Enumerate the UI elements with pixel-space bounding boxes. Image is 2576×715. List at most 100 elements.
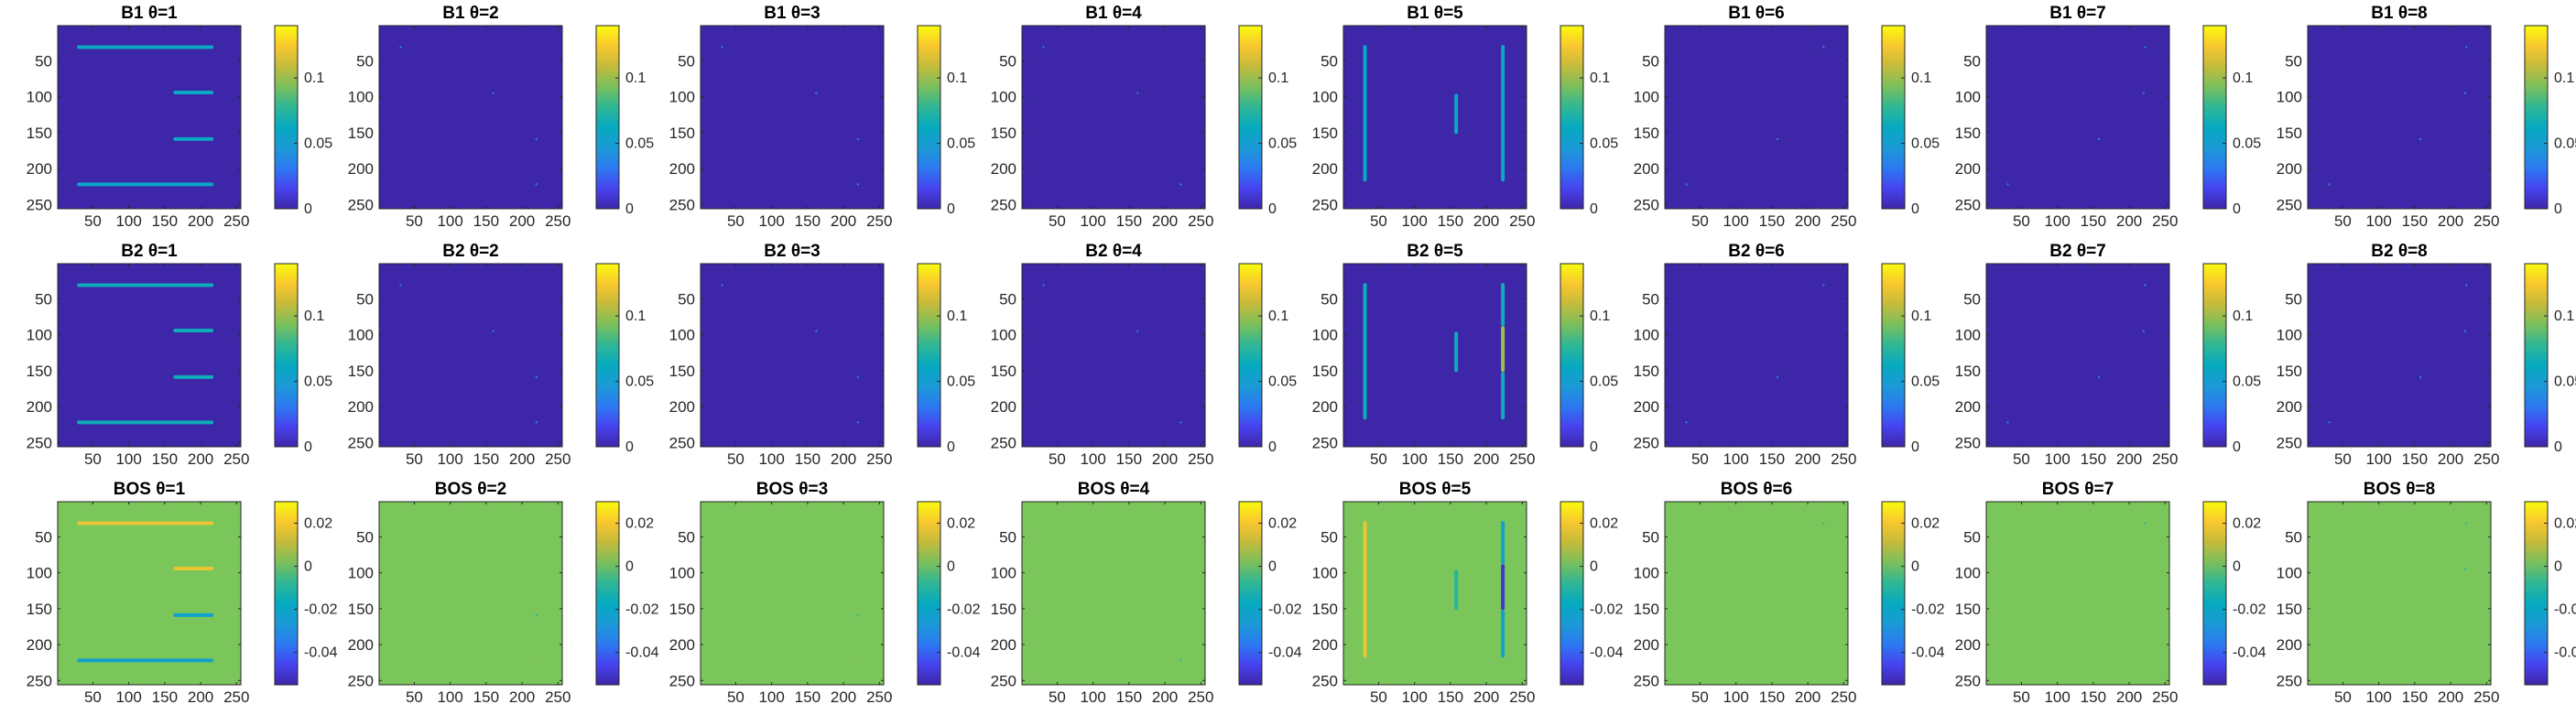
point-feature <box>721 284 723 287</box>
point-feature <box>1777 375 1779 378</box>
line-feature <box>1501 564 1505 611</box>
x-tick-label: 250 <box>1831 450 1856 468</box>
subplot-18: BOS θ=2 50 100 150 200 250 50 100 150 200 250 -0.04… <box>348 480 659 706</box>
x-tick-label: 250 <box>1831 212 1856 230</box>
heatmap-image <box>1986 264 2169 447</box>
point-feature <box>2142 92 2145 94</box>
point-feature <box>2142 330 2145 332</box>
y-tick-label: 100 <box>348 89 374 106</box>
y-tick-label: 200 <box>1955 398 1981 416</box>
point-feature <box>1685 421 1688 424</box>
colorbar-tick-label: 0.02 <box>1590 516 1618 532</box>
colorbar-tick-label: -0.04 <box>947 645 981 661</box>
axes-box <box>1021 263 1206 448</box>
y-tick-label: 100 <box>1634 327 1659 344</box>
subplot-12: B2 θ=4 50 100 150 200 250 50 100 150 200 250 0 0.05 0… <box>991 242 1298 468</box>
x-tick-label: 200 <box>1473 450 1499 468</box>
y-tick-label: 150 <box>669 601 695 618</box>
y-tick-label: 50 <box>1642 290 1659 308</box>
x-tick-label: 50 <box>2334 688 2352 706</box>
x-tick-label: 50 <box>1370 688 1387 706</box>
y-tick-label: 100 <box>669 89 695 106</box>
y-tick-label: 200 <box>348 398 374 416</box>
y-tick-label: 200 <box>1312 398 1338 416</box>
colorbar <box>595 263 620 448</box>
x-tick-label: 150 <box>2081 212 2106 230</box>
x-tick-label: 250 <box>223 450 249 468</box>
subplot-title: BOS θ=4 <box>1078 480 1150 499</box>
colorbar-tick-label: 0.1 <box>2554 70 2574 86</box>
x-tick-label: 250 <box>545 450 571 468</box>
colorbar-tick-label: -0.02 <box>1590 602 1624 618</box>
y-tick-label: 150 <box>669 125 695 142</box>
point-feature <box>1136 330 1139 332</box>
y-tick-label: 100 <box>669 565 695 582</box>
axes-box <box>1664 25 1849 210</box>
x-tick-label: 50 <box>1691 450 1709 468</box>
colorbar-tick-label: 0.05 <box>2233 136 2261 152</box>
subplot-9: B2 θ=1 50 100 150 200 250 50 100 150 200 250 0 0.05 0… <box>27 242 333 468</box>
subplot-title: BOS θ=2 <box>435 480 506 499</box>
y-tick-label: 250 <box>991 434 1016 451</box>
x-tick-label: 150 <box>795 450 821 468</box>
point-feature <box>2465 284 2468 287</box>
y-tick-label: 50 <box>1963 528 1981 546</box>
y-tick-label: 200 <box>2277 160 2302 178</box>
point-feature <box>535 613 538 616</box>
x-tick-label: 100 <box>437 212 462 230</box>
y-tick-label: 50 <box>999 290 1016 308</box>
subplot-title: B1 θ=1 <box>121 4 178 23</box>
x-tick-label: 100 <box>1723 212 1748 230</box>
point-feature <box>2465 46 2468 49</box>
x-tick-label: 200 <box>1795 688 1821 706</box>
heatmap-image <box>1665 264 1848 447</box>
point-feature <box>2098 375 2101 378</box>
line-feature <box>1501 610 1505 658</box>
y-tick-label: 200 <box>27 636 52 654</box>
colorbar <box>2524 501 2549 686</box>
point-feature <box>399 46 402 49</box>
colorbar-tick-label: 0.05 <box>1590 374 1618 390</box>
y-tick-label: 250 <box>1634 672 1659 689</box>
x-tick-label: 200 <box>1473 212 1499 230</box>
subplot-title: BOS θ=8 <box>2364 480 2435 499</box>
x-tick-label: 50 <box>84 450 102 468</box>
x-tick-label: 150 <box>1438 212 1463 230</box>
x-tick-label: 200 <box>1795 212 1821 230</box>
heatmap-image <box>58 502 241 685</box>
y-tick-label: 50 <box>1642 528 1659 546</box>
heatmap-image <box>379 264 562 447</box>
y-tick-label: 250 <box>1955 672 1981 689</box>
subplot-title: B1 θ=4 <box>1085 4 1142 23</box>
x-tick-label: 250 <box>866 212 892 230</box>
point-feature <box>2463 330 2466 332</box>
x-tick-label: 100 <box>1723 450 1748 468</box>
colorbar-tick-label: 0.1 <box>625 70 646 86</box>
subplot-title: B2 θ=5 <box>1407 242 1463 261</box>
y-tick-label: 100 <box>2277 565 2302 582</box>
x-tick-label: 150 <box>1759 450 1785 468</box>
colorbar-tick-label: 0.02 <box>1911 516 1940 532</box>
y-tick-label: 250 <box>1312 434 1338 451</box>
colorbar <box>1881 25 1906 210</box>
colorbar <box>1238 25 1263 210</box>
x-tick-label: 200 <box>831 450 856 468</box>
x-tick-label: 50 <box>2013 212 2030 230</box>
x-tick-label: 200 <box>188 450 213 468</box>
axes-box <box>1985 501 2170 686</box>
y-tick-label: 50 <box>356 290 374 308</box>
colorbar <box>1881 501 1906 686</box>
y-tick-label: 200 <box>991 636 1016 654</box>
colorbar-tick-label: 0.05 <box>1911 136 1940 152</box>
y-tick-label: 100 <box>1312 89 1338 106</box>
x-tick-label: 100 <box>1723 688 1748 706</box>
heatmap-image <box>1986 26 2169 209</box>
x-tick-label: 200 <box>831 212 856 230</box>
x-tick-label: 100 <box>2365 450 2391 468</box>
colorbar-tick-label: 0.05 <box>2233 374 2261 390</box>
colorbar-tick-label: -0.02 <box>1911 602 1945 618</box>
axes-box <box>1342 501 1527 686</box>
x-tick-label: 50 <box>406 212 423 230</box>
point-feature <box>856 137 859 140</box>
